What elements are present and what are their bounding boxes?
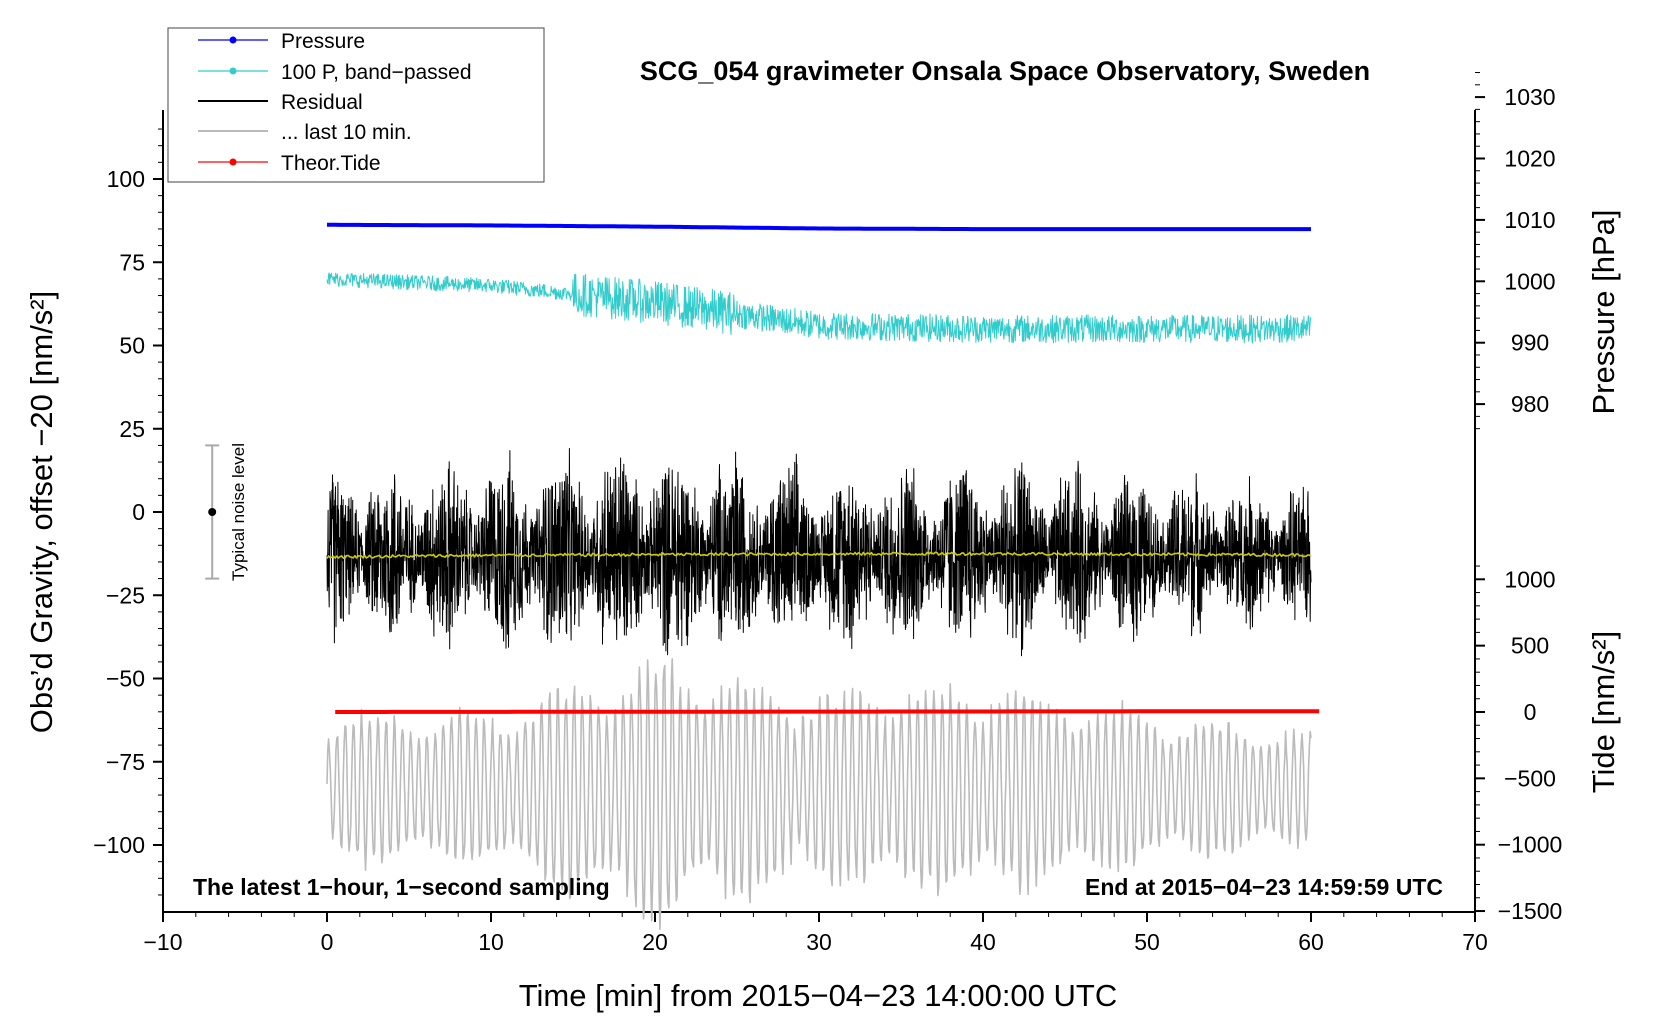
pressure-tick-label: 980: [1511, 391, 1549, 417]
x-tick-label: 0: [321, 929, 334, 955]
legend-marker: [229, 36, 237, 44]
legend-item-last-10-min: ... last 10 min.: [198, 121, 412, 144]
left-tick-label: 100: [107, 166, 145, 192]
series-layer: [326, 222, 1320, 931]
left-tick-label: 25: [119, 416, 145, 442]
pressure-tick-label: 1000: [1504, 268, 1555, 294]
pressure-tick-label: 990: [1511, 330, 1549, 356]
noise-bar-center-dot: [208, 508, 217, 516]
left-tick-label: 0: [132, 499, 145, 525]
series-pressure: [327, 222, 1311, 232]
tide-tick-label: −1000: [1498, 832, 1563, 858]
left-tick-label: −25: [106, 582, 145, 608]
series-theor-tide: [335, 709, 1320, 714]
left-axis-title: Obs’d Gravity, offset −20 [nm/s²]: [24, 291, 59, 734]
legend-marker: [229, 67, 237, 75]
x-tick-label: 60: [1298, 929, 1324, 955]
legend: Pressure 100 P, band−passed Residual ...…: [167, 27, 545, 183]
x-tick-label: 30: [806, 929, 832, 955]
x-tick-label: 40: [970, 929, 996, 955]
tide-tick-label: 1000: [1504, 566, 1555, 592]
ticks-layer: −10 0 10 20 30 40 50 60 701007550250−25−50−75−10…: [93, 72, 1563, 955]
left-tick-label: −50: [106, 666, 145, 692]
tide-tick-label: 500: [1511, 633, 1549, 659]
left-tick-label: −100: [93, 832, 145, 858]
tide-axis-title: Tide [nm/s²]: [1586, 631, 1621, 794]
legend-marker: [229, 158, 237, 166]
pressure-tick-label: 1010: [1504, 207, 1555, 233]
series-residual-mean: [326, 551, 1312, 559]
noise-level-indicator: [205, 444, 220, 580]
x-tick-label: 70: [1462, 929, 1488, 955]
x-tick-label: 50: [1134, 929, 1160, 955]
x-tick-label: 20: [642, 929, 668, 955]
annotation-end-time: End at 2015−04−23 14:59:59 UTC: [1085, 874, 1443, 900]
legend-label: ... last 10 min.: [281, 121, 412, 144]
left-tick-label: 75: [119, 249, 145, 275]
legend-label: 100 P, band−passed: [281, 61, 472, 84]
tide-tick-label: −1500: [1498, 898, 1563, 924]
tide-tick-label: 0: [1524, 699, 1537, 725]
left-tick-label: 50: [119, 333, 145, 359]
legend-item-theor-tide: Theor.Tide: [198, 152, 381, 175]
pressure-tick-label: 1020: [1504, 146, 1555, 172]
legend-item-pressure: Pressure: [198, 30, 365, 53]
series-bandpassed: [326, 272, 1312, 344]
chart-title: SCG_054 gravimeter Onsala Space Observat…: [640, 56, 1370, 86]
x-tick-label: 10: [478, 929, 504, 955]
pressure-axis-title: Pressure [hPa]: [1586, 209, 1621, 414]
left-tick-label: −75: [106, 749, 145, 775]
legend-item-residual: Residual: [198, 91, 363, 114]
series-last-10-min: [326, 658, 1312, 931]
x-tick-label: −10: [143, 929, 182, 955]
legend-item-bandpassed: 100 P, band−passed: [198, 61, 472, 84]
series-residual: [326, 448, 1312, 657]
tide-tick-label: −500: [1504, 765, 1556, 791]
legend-label: Pressure: [281, 30, 365, 53]
legend-label: Theor.Tide: [281, 152, 381, 175]
x-axis-title: Time [min] from 2015−04−23 14:00:00 UTC: [519, 978, 1118, 1013]
annotation-sampling: The latest 1−hour, 1−second sampling: [193, 874, 610, 900]
noise-level-label: Typical noise level: [229, 443, 248, 581]
pressure-tick-label: 1030: [1504, 84, 1555, 110]
legend-label: Residual: [281, 91, 363, 114]
legend-box: [167, 27, 545, 183]
